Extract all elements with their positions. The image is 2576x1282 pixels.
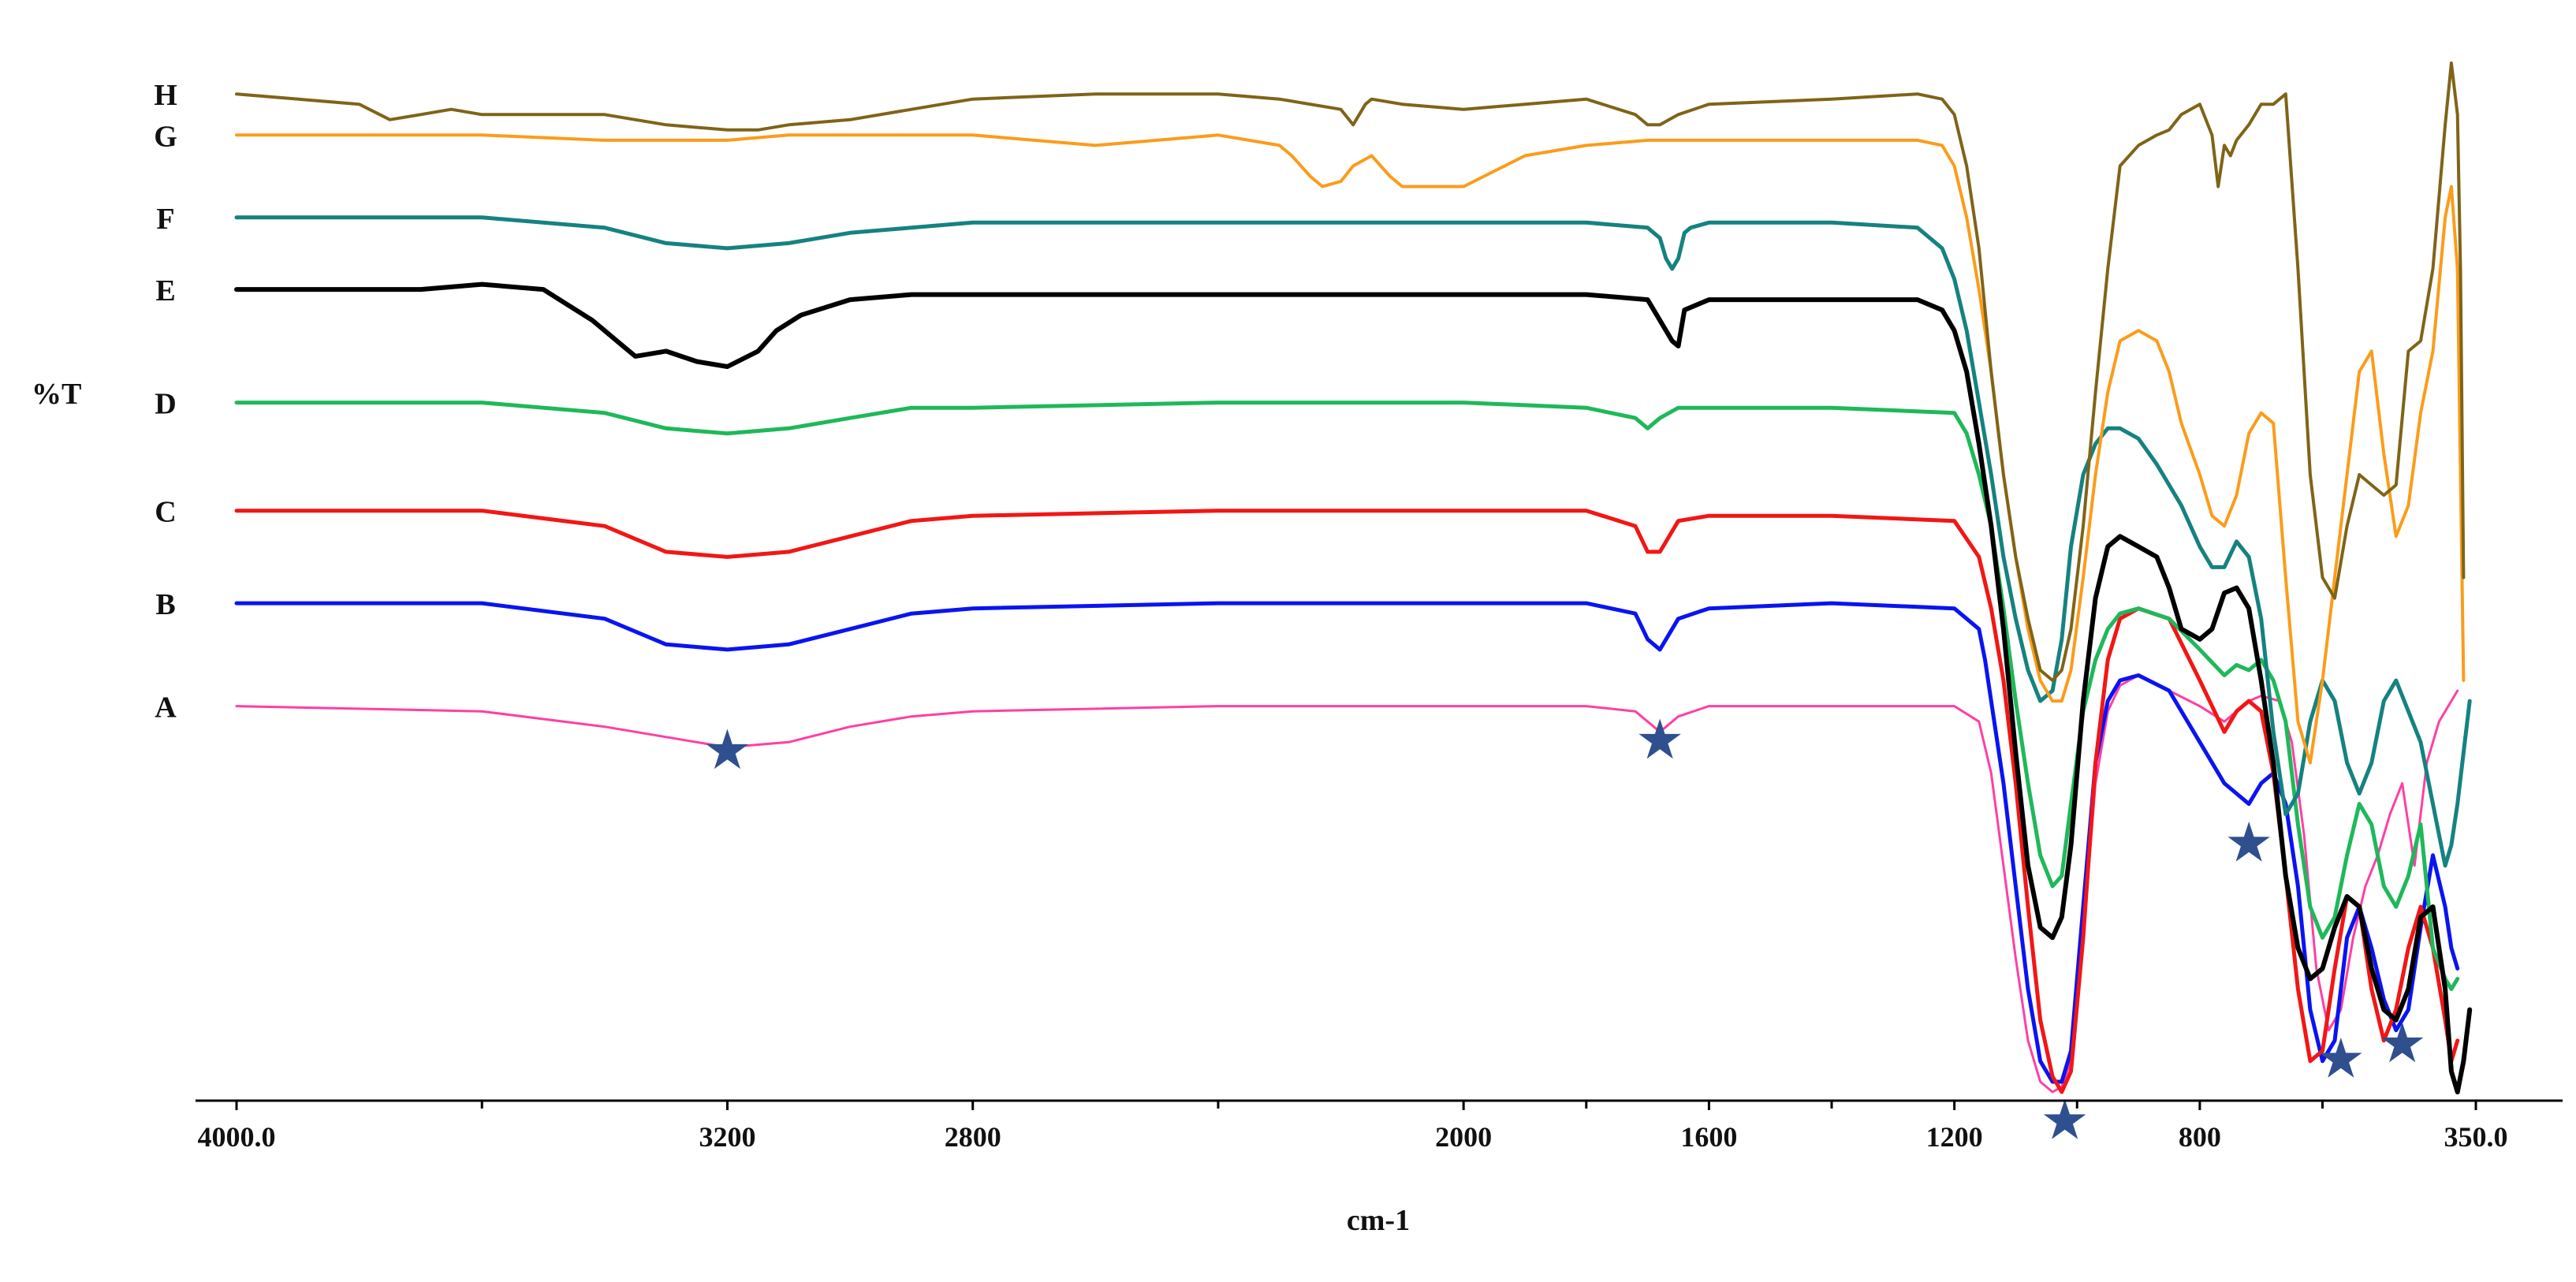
x-tick-label-1200: 1200 [1926,1121,1983,1153]
series-h-label: H [154,79,177,112]
series-f-label: F [156,203,174,236]
series-a-label: A [155,691,177,725]
x-tick-label-2000: 2000 [1435,1121,1492,1153]
series-f-line [234,215,2472,868]
peak-star-marker: ★ [2043,1094,2087,1148]
x-axis-label: cm-1 [1347,1204,1410,1237]
peak-star-marker: ★ [2227,817,2271,870]
series-d-line [234,401,2460,991]
spectra-traces [234,61,2473,1094]
series-e-line [234,281,2473,1094]
series-labels: A B C D E F GH [154,79,177,724]
x-axis-tick-labels: 4000.0 3200 2800 2000 1600 1200 800 350.0 [198,1121,2508,1153]
series-h-line [235,61,2466,682]
peak-star-marker: ★ [2380,1017,2425,1071]
x-tick-label-2800: 2800 [945,1121,1001,1153]
y-axis-label: %T [32,378,81,411]
x-tick-label-350-0: 350.0 [2444,1121,2508,1153]
series-d-label: D [155,388,176,421]
series-c-label: C [155,496,176,529]
x-tick-label-3200: 3200 [699,1121,755,1153]
peak-star-marker: ★ [1638,714,1682,767]
x-axis: 4000.0 3200 2800 2000 1600 1200 800 350.0 [196,1099,2563,1153]
series-b-line [234,601,2460,1084]
series-a-line [235,674,2459,1094]
series-g-label: G [154,120,177,153]
peak-markers: ★ ★ ★ ★ ★ ★ [706,714,2425,1148]
series-b-label: B [155,588,175,621]
x-tick-label-1600: 1600 [1680,1121,1737,1153]
series-g-line [235,133,2466,765]
x-axis-ticks [235,1101,2477,1110]
series-c-line [234,509,2460,1094]
peak-star-marker: ★ [2319,1033,2363,1086]
peak-star-marker: ★ [706,724,750,777]
x-tick-label-4000-0: 4000.0 [198,1121,276,1153]
x-tick-label-800: 800 [2179,1121,2221,1153]
series-e-label: E [155,274,175,307]
